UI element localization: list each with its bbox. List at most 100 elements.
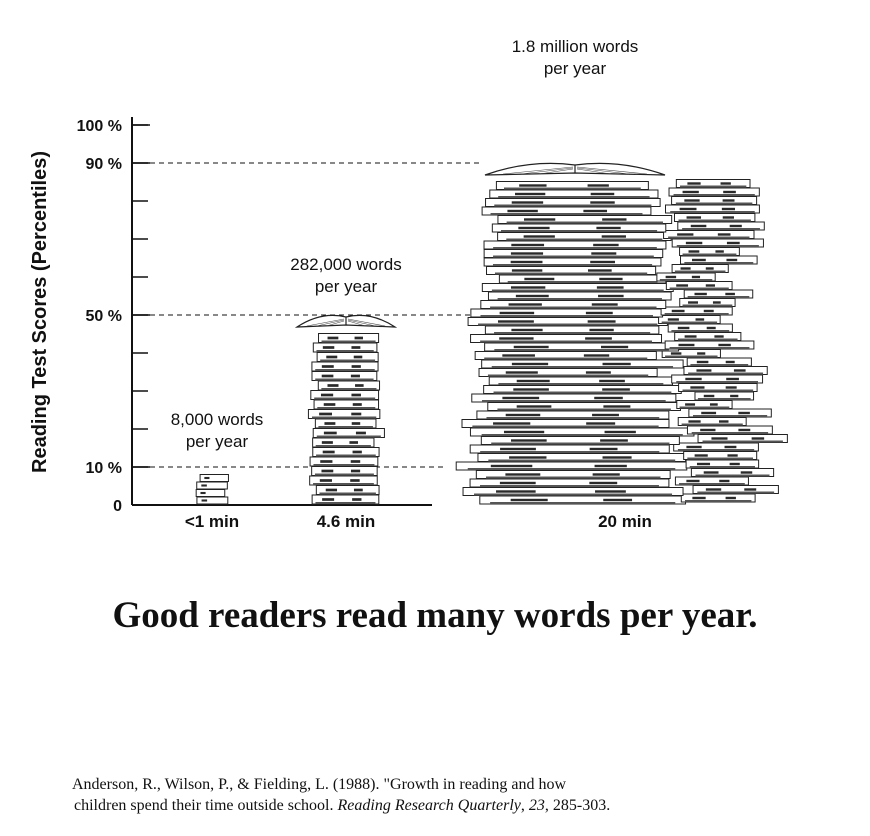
- book-shade: [490, 213, 643, 215]
- book-shade: [670, 211, 755, 213]
- open-book-page: [538, 168, 574, 175]
- book-shade: [491, 366, 674, 368]
- reference-lines: [132, 162, 482, 468]
- book-spine-mark: [718, 343, 731, 347]
- book-shade: [673, 194, 755, 196]
- book-spine-mark: [502, 354, 535, 357]
- book-spine-mark: [599, 379, 625, 383]
- open-book-page: [576, 166, 648, 175]
- book-spine-mark: [594, 396, 623, 400]
- book-shade: [497, 408, 671, 411]
- book-spine-mark: [516, 405, 552, 408]
- book-shade: [480, 340, 652, 343]
- book-shade: [688, 372, 764, 375]
- y-axis-title: Reading Test Scores (Percentiles): [29, 151, 51, 473]
- book-shade: [668, 236, 750, 239]
- book-shade: [684, 262, 754, 264]
- book-spine-mark: [516, 379, 550, 383]
- book-spine-mark: [511, 439, 547, 442]
- book-spine-mark: [725, 292, 735, 296]
- book-spine-mark: [670, 352, 682, 355]
- annotation-line-1: 8,000 words: [171, 410, 264, 429]
- book-spine-mark: [593, 243, 619, 247]
- book-spine-mark: [738, 428, 751, 432]
- book-spine-mark: [320, 393, 334, 397]
- book-spine-mark: [703, 309, 714, 313]
- book-spine-mark: [714, 335, 724, 338]
- book-shade: [679, 406, 730, 409]
- book-spine-mark: [502, 396, 540, 400]
- book-spine-mark: [726, 377, 739, 381]
- book-spine-mark: [493, 422, 531, 425]
- book-spine-mark: [692, 496, 706, 500]
- book-spine-mark: [603, 405, 631, 408]
- book-spine-mark: [590, 192, 615, 196]
- book-spine-mark: [744, 488, 757, 491]
- annotations: 8,000 words per year 282,000 words per year…: [171, 37, 639, 451]
- book-shade: [675, 202, 753, 205]
- book-spine-mark: [705, 267, 714, 270]
- book-spine-mark: [740, 471, 753, 474]
- book-spine-mark: [738, 411, 750, 415]
- book-spine-mark: [589, 481, 618, 485]
- book-spine-mark: [586, 422, 616, 425]
- book-spine-mark: [729, 224, 742, 228]
- book-spine-mark: [587, 184, 609, 187]
- book-shade: [480, 315, 653, 317]
- book-stack-1: [195, 474, 229, 505]
- book-shade: [682, 228, 760, 230]
- book-spine-mark: [350, 469, 361, 473]
- book-stacks: [195, 162, 788, 505]
- citation-pages: , 285-303.: [544, 797, 611, 814]
- book-shade: [494, 349, 669, 351]
- book-spine-mark: [352, 403, 362, 406]
- citation: Anderson, R., Wilson, P., & Fielding, L.…: [72, 774, 852, 816]
- book-spine-mark: [499, 481, 536, 485]
- book-spine-mark: [726, 258, 738, 262]
- book-spine-mark: [684, 199, 700, 202]
- book-shade: [671, 330, 730, 332]
- book-spine-mark: [688, 250, 700, 253]
- book-shade: [702, 440, 783, 443]
- book-spine-mark: [200, 491, 206, 495]
- book-spine-mark: [499, 337, 534, 340]
- book-shade: [682, 304, 733, 307]
- book: [199, 474, 229, 482]
- book-spine-mark: [724, 445, 737, 449]
- book-spine-mark: [322, 450, 335, 454]
- book-spine-mark: [349, 441, 359, 444]
- book-spine-mark: [601, 345, 629, 349]
- annotation-line-1: 1.8 million words: [512, 37, 639, 56]
- book-spine-mark: [595, 490, 626, 493]
- book-shade: [695, 474, 770, 477]
- book-shade: [661, 321, 718, 324]
- book-spine-mark: [729, 462, 740, 466]
- book-shade: [497, 298, 662, 300]
- book-spine-mark: [592, 473, 620, 476]
- category-labels: <1 min 4.6 min 20 min: [185, 512, 652, 531]
- book-shade: [506, 238, 663, 241]
- book-shade: [321, 340, 376, 343]
- book-spine-mark: [511, 243, 545, 247]
- book-spine-mark: [591, 252, 617, 255]
- book-spine-mark: [515, 192, 546, 196]
- book-shade: [498, 383, 664, 385]
- book-spine-mark: [596, 286, 624, 289]
- book-spine-mark: [587, 269, 612, 272]
- book-spine-mark: [352, 450, 362, 454]
- book-spine-mark: [585, 311, 613, 315]
- book-shade: [678, 338, 738, 341]
- book-spine-mark: [694, 292, 707, 296]
- book-spine-mark: [505, 371, 538, 374]
- open-book-page: [576, 167, 630, 175]
- book-shade: [665, 355, 718, 358]
- book-shade: [493, 255, 654, 258]
- book-spine-mark: [680, 267, 691, 270]
- book-shade: [315, 369, 375, 371]
- open-book-page: [316, 319, 345, 327]
- book-shade: [506, 221, 663, 224]
- citation-volume: 23: [528, 797, 545, 814]
- book-shade: [677, 449, 755, 451]
- book-spine-mark: [722, 199, 735, 202]
- book-spine-mark: [711, 437, 728, 440]
